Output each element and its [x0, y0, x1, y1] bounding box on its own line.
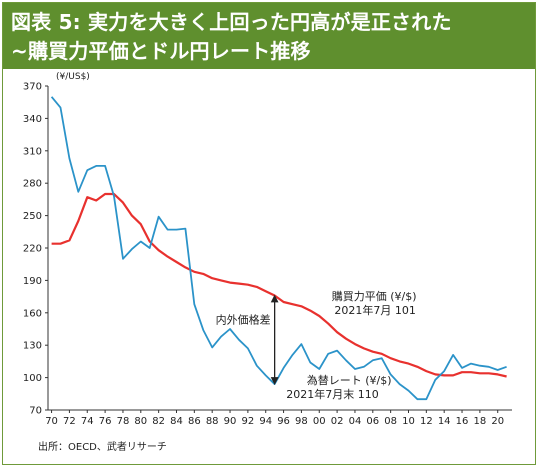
x-tick-label: 08: [384, 416, 397, 427]
x-tick-label: 86: [188, 416, 201, 427]
figure-subtitle: ~購買力平価とドル円レート推移: [11, 39, 311, 63]
x-tick-label: 00: [313, 416, 326, 427]
x-tick-label: 94: [259, 416, 272, 427]
x-tick-label: 88: [206, 416, 219, 427]
x-tick-label: 84: [170, 416, 183, 427]
x-tick-label: 82: [152, 416, 165, 427]
y-tick-label: 70: [29, 406, 42, 417]
price-gap-label: 内外価格差: [216, 313, 271, 327]
y-tick-label: 310: [23, 146, 42, 157]
chart-annotations: 内外価格差 購買力平価 (¥/$) 2021年7月 101 為替レート (¥/$…: [216, 289, 417, 401]
x-tick-label: 12: [420, 416, 433, 427]
chart-series: [50, 96, 507, 401]
ppp-series-line: [51, 192, 507, 378]
y-axis-unit-label: (¥/US$): [56, 72, 90, 82]
chart-axes: 70 100 130 160 190 220 250 280 310 340 370 70 72 74 76…: [23, 82, 512, 427]
x-tick-label: 10: [402, 416, 415, 427]
source-note: 出所：OECD、武者リサーチ: [38, 442, 167, 453]
x-tick-label: 02: [331, 416, 344, 427]
figure-title: 図表 5: 実力を大きく上回った円高が是正された: [11, 10, 452, 34]
x-tick-label: 90: [224, 416, 237, 427]
spot-annotation-value: 2021年7月末 110: [286, 387, 379, 401]
x-tick-label: 80: [134, 416, 147, 427]
x-tick-label: 72: [63, 416, 76, 427]
x-tick-label: 14: [438, 416, 451, 427]
x-tick-label: 92: [242, 416, 255, 427]
y-tick-label: 370: [23, 82, 42, 93]
x-tick-label: 04: [349, 416, 362, 427]
y-tick-label: 100: [23, 373, 42, 384]
x-tick-label: 70: [45, 416, 58, 427]
x-tick-label: 20: [491, 416, 504, 427]
y-tick-label: 340: [23, 114, 42, 125]
y-tick-label: 220: [23, 244, 42, 255]
x-tick-label: 06: [366, 416, 379, 427]
ppp-annotation-value: 2021年7月 101: [334, 303, 416, 317]
x-tick-label: 16: [456, 416, 469, 427]
y-tick-label: 250: [23, 211, 42, 222]
figure-frame: 図表 5: 実力を大きく上回った円高が是正された ~購買力平価とドル円レート推移: [2, 2, 536, 465]
x-tick-label: 96: [277, 416, 290, 427]
x-tick-label: 78: [117, 416, 130, 427]
y-tick-label: 130: [23, 341, 42, 352]
spot-rate-series-line: [50, 96, 507, 401]
y-tick-label: 190: [23, 276, 42, 287]
spot-annotation-title: 為替レート (¥/$): [307, 373, 392, 387]
y-tick-label: 160: [23, 308, 42, 319]
figure-header: 図表 5: 実力を大きく上回った円高が是正された ~購買力平価とドル円レート推移: [3, 3, 535, 69]
x-tick-label: 74: [81, 416, 94, 427]
y-tick-label: 280: [23, 179, 42, 190]
ppp-annotation-title: 購買力平価 (¥/$): [332, 289, 417, 303]
x-tick-label: 76: [99, 416, 112, 427]
x-tick-label: 18: [474, 416, 487, 427]
x-tick-label: 98: [295, 416, 308, 427]
